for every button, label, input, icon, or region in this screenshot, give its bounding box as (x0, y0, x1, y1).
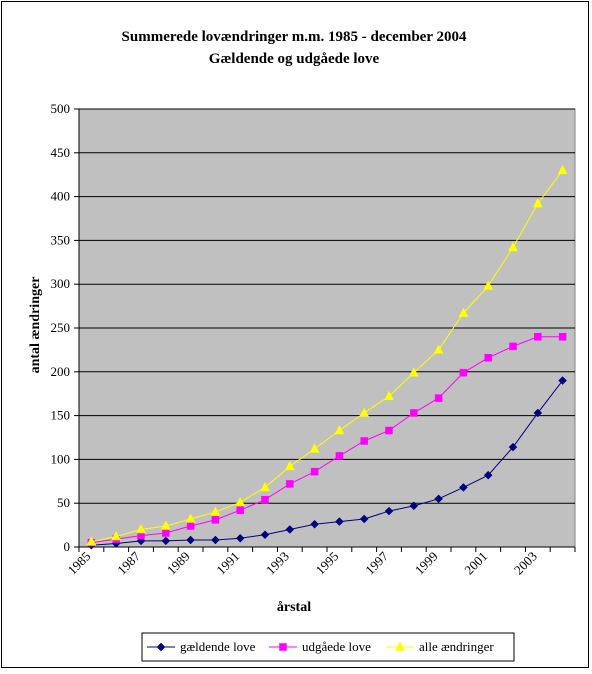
data-point (211, 535, 220, 545)
data-point (285, 525, 295, 534)
y-tick-label: 300 (51, 276, 71, 291)
data-point (86, 536, 97, 546)
data-point (509, 342, 517, 351)
data-point (534, 333, 542, 341)
y-tick-label: 150 (51, 408, 71, 423)
data-point (185, 513, 196, 523)
data-point (410, 409, 418, 417)
y-tick-label: 0 (64, 539, 71, 554)
data-point (533, 408, 543, 418)
data-point (532, 198, 543, 208)
legend-label: udgåede love (302, 639, 371, 654)
data-point (360, 437, 368, 445)
legend-item: udgåede love (269, 639, 371, 654)
legend-label: alle ændringer (419, 639, 494, 654)
data-point (359, 514, 369, 524)
data-point (260, 481, 270, 492)
x-tick-label: 1999 (412, 549, 441, 578)
legend-item: gældende love (147, 639, 256, 654)
legend-item: alle ændringer (386, 639, 494, 654)
data-point (286, 480, 294, 488)
data-point (235, 533, 245, 543)
legend-box (141, 632, 515, 662)
data-point (385, 426, 393, 435)
y-axis-label: antal ændringer (28, 277, 43, 374)
data-point (310, 519, 319, 529)
data-point (334, 424, 345, 435)
data-point (484, 354, 492, 362)
data-point (261, 495, 269, 504)
legend-marker (395, 641, 405, 651)
data-point (161, 536, 171, 546)
legend: gældende love udgåede love alle ændringer (141, 632, 515, 662)
x-axis-label: årstal (277, 600, 311, 615)
series-1 (87, 376, 567, 550)
data-point (409, 501, 419, 511)
x-tick-label: 1997 (362, 548, 391, 577)
data-point (284, 460, 295, 471)
x-tick-label: 1991 (213, 549, 242, 578)
data-point (162, 529, 170, 537)
data-point (211, 516, 220, 524)
x-tick-label: 2003 (511, 549, 540, 578)
legend-marker (279, 643, 287, 651)
series-2 (87, 333, 567, 547)
data-point (508, 442, 518, 452)
data-point (434, 494, 443, 504)
data-point (384, 506, 394, 516)
data-point (558, 333, 567, 341)
data-point (483, 280, 494, 290)
y-tick-label: 400 (51, 189, 71, 204)
data-point (558, 376, 567, 385)
data-point (508, 241, 518, 252)
y-tick-label: 500 (51, 101, 71, 116)
data-point (459, 368, 468, 377)
data-point (309, 443, 320, 453)
data-point (557, 164, 568, 175)
data-point (186, 522, 195, 530)
data-point (458, 307, 469, 317)
data-point (408, 367, 419, 377)
data-point (260, 530, 270, 540)
series-line (91, 170, 564, 543)
y-tick-label: 350 (51, 232, 71, 247)
data-point (136, 523, 146, 534)
data-point (235, 496, 246, 507)
data-point (236, 506, 244, 514)
x-tick-label: 1993 (263, 549, 292, 578)
chart-subtitle: Gældende og udgåede love (209, 51, 380, 67)
y-tick-label: 250 (51, 320, 71, 335)
data-point (359, 407, 370, 417)
y-tick-label: 50 (57, 495, 70, 510)
series-line (91, 336, 563, 544)
chart-title: Summerede lovændringer m.m. 1985 - decem… (122, 29, 467, 45)
data-point (433, 344, 444, 354)
x-tick-label: 1987 (114, 548, 143, 577)
x-tick-label: 1995 (313, 549, 342, 578)
x-tick-label: 2001 (461, 549, 490, 578)
legend-label: gældende love (180, 639, 256, 654)
data-point (210, 506, 221, 516)
data-point (459, 483, 468, 492)
y-tick-label: 200 (51, 364, 71, 379)
y-tick-label: 100 (51, 451, 71, 466)
data-point (335, 452, 344, 460)
data-point (335, 517, 344, 526)
y-tick-label: 450 (51, 145, 71, 160)
data-point (483, 470, 493, 480)
data-point (384, 390, 394, 401)
data-point (186, 535, 195, 545)
x-tick-label: 1989 (164, 549, 193, 578)
data-point (160, 520, 171, 530)
data-point (111, 530, 122, 541)
data-point (434, 394, 443, 402)
legend-marker (156, 642, 166, 652)
data-point (310, 467, 319, 476)
series-3 (86, 164, 568, 546)
